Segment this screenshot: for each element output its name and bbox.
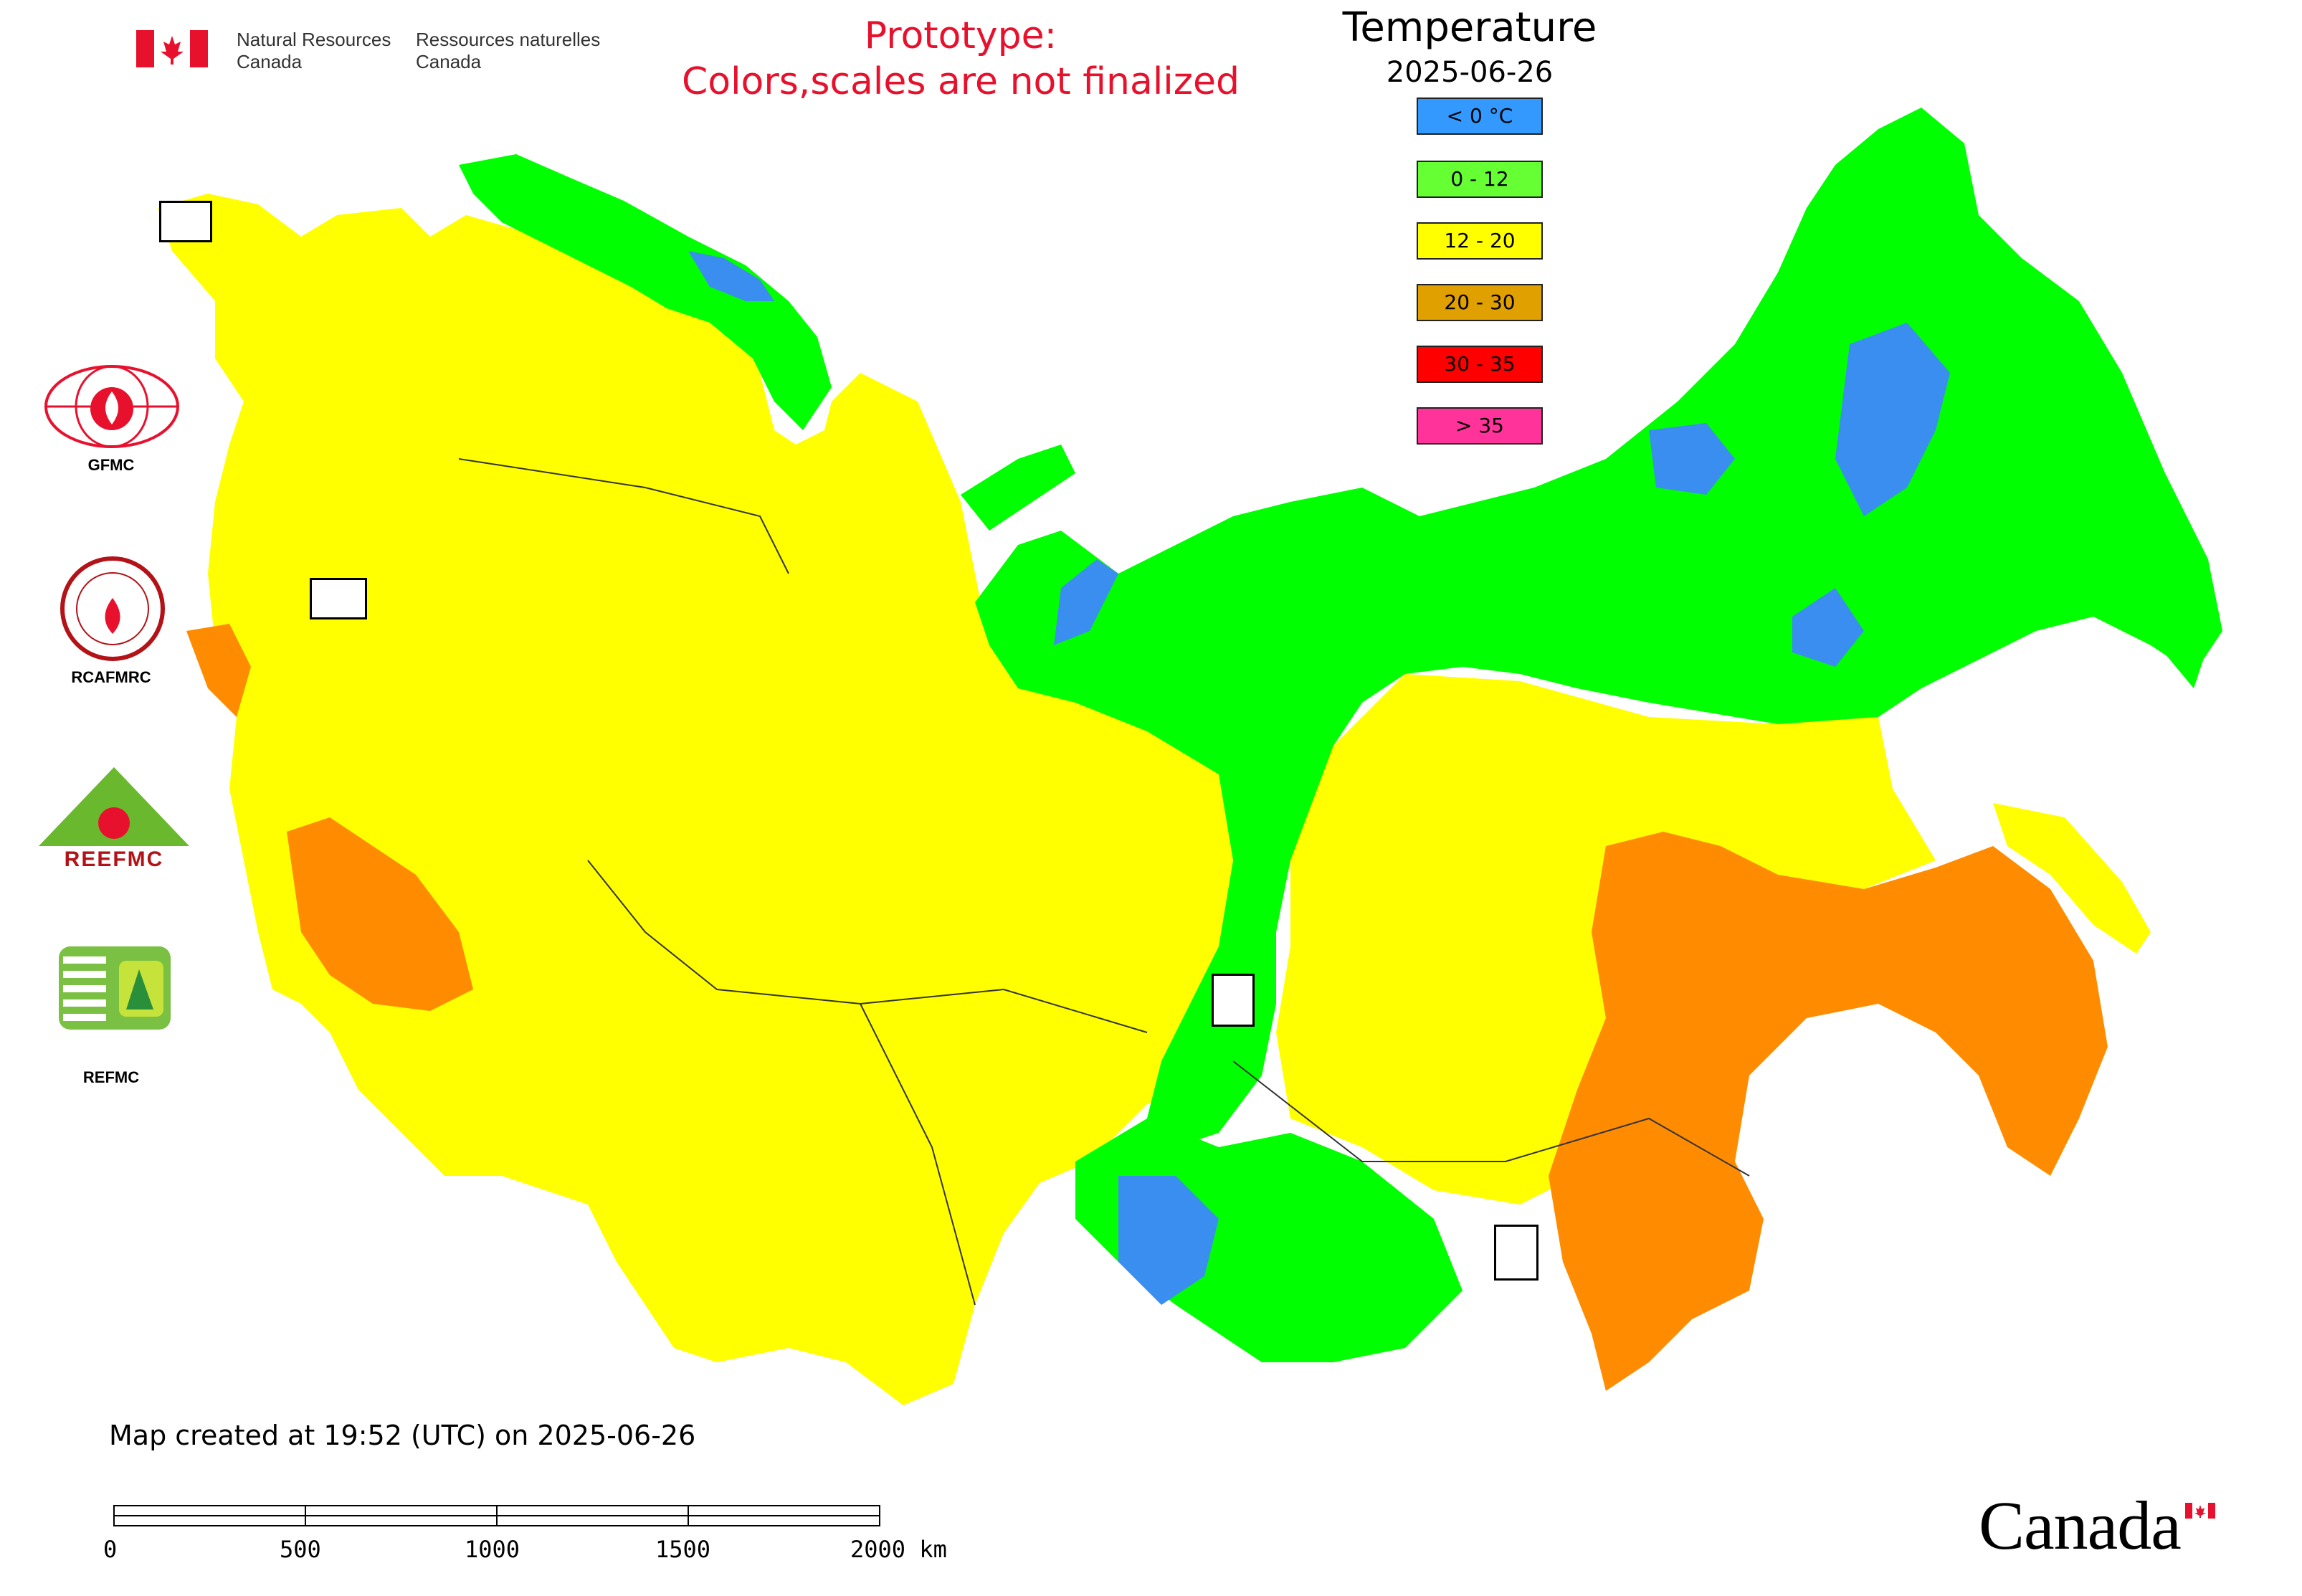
map-marker-refmc bbox=[1212, 974, 1255, 1027]
map-marker-gfmc bbox=[159, 201, 212, 242]
prototype-line1: Prototype: bbox=[864, 14, 1057, 57]
legend-item-20-30: 20 - 30 bbox=[1417, 284, 1543, 321]
region-kamchatka-green bbox=[2007, 402, 2208, 688]
prototype-line2: Colors,scales are not finalized bbox=[681, 60, 1240, 103]
region-baltic-orange bbox=[186, 624, 251, 717]
region-siberia-blue-3 bbox=[1792, 588, 1864, 667]
gfmc-caption: GFMC bbox=[87, 456, 135, 474]
legend-item-0-12: 0 - 12 bbox=[1417, 161, 1543, 198]
map-created-credit: Map created at 19:52 (UTC) on 2025-06-26 bbox=[109, 1420, 696, 1451]
region-yamal-blue bbox=[1054, 559, 1118, 645]
region-west-yellow bbox=[158, 194, 1290, 1405]
refmc-logo-icon bbox=[59, 946, 171, 1030]
canada-wordmark: Canada bbox=[1979, 1487, 2182, 1564]
org-name-en-line2: Canada bbox=[237, 51, 303, 72]
refmc-caption: REFMC bbox=[82, 1068, 140, 1086]
rcafmrc-caption: RCAFMRC bbox=[71, 668, 151, 686]
map-marker-reefmc bbox=[310, 578, 367, 619]
region-east-orange bbox=[1549, 832, 2108, 1391]
org-name-en: Natural Resources Canada bbox=[237, 29, 391, 73]
region-scandinavia-green bbox=[459, 154, 832, 430]
region-kola-blue bbox=[688, 251, 774, 301]
canada-wordmark-flag-icon bbox=[2185, 1503, 2215, 1519]
map-marker-rcafmrc bbox=[1494, 1225, 1538, 1281]
scale-label-1000: 1000 bbox=[465, 1536, 520, 1563]
scale-label-2000: 2000 km bbox=[850, 1536, 947, 1563]
rcafmrc-logo-icon bbox=[60, 556, 165, 661]
scale-label-1500: 1500 bbox=[655, 1536, 711, 1563]
region-altai-blue bbox=[1118, 1176, 1219, 1305]
org-name-fr: Ressources naturelles Canada bbox=[416, 29, 600, 73]
reefmc-wordmark: REEFMC bbox=[64, 847, 164, 871]
legend-item-below-zero: < 0 °C bbox=[1417, 98, 1543, 135]
gfmc-logo-icon bbox=[44, 365, 179, 448]
legend-date: 2025-06-26 bbox=[1386, 56, 1554, 89]
scale-label-500: 500 bbox=[280, 1536, 321, 1563]
region-sakhalin bbox=[1993, 803, 2151, 954]
legend-title: Temperature bbox=[1342, 4, 1597, 51]
org-name-fr-line2: Canada bbox=[416, 51, 482, 72]
scale-label-0: 0 bbox=[103, 1536, 118, 1563]
scale-bar bbox=[113, 1505, 880, 1526]
country-borders bbox=[458, 458, 1750, 1306]
region-siberia-blue-2 bbox=[1835, 323, 1950, 516]
prototype-notice: Prototype: Colors,scales are not finaliz… bbox=[645, 13, 1276, 105]
legend-item-12-20: 12 - 20 bbox=[1417, 222, 1543, 260]
org-name-fr-line1: Ressources naturelles bbox=[416, 29, 601, 50]
region-novaya-zemlya bbox=[961, 445, 1075, 531]
canada-flag-icon bbox=[136, 30, 208, 67]
reefmc-logo-icon bbox=[39, 767, 189, 872]
org-name-en-line1: Natural Resources bbox=[237, 29, 391, 50]
legend-item-30-35: 30 - 35 bbox=[1417, 346, 1543, 383]
region-siberia-blue-1 bbox=[1649, 423, 1735, 495]
region-west-orange bbox=[287, 817, 473, 1011]
legend-item-above-35: > 35 bbox=[1417, 407, 1543, 445]
